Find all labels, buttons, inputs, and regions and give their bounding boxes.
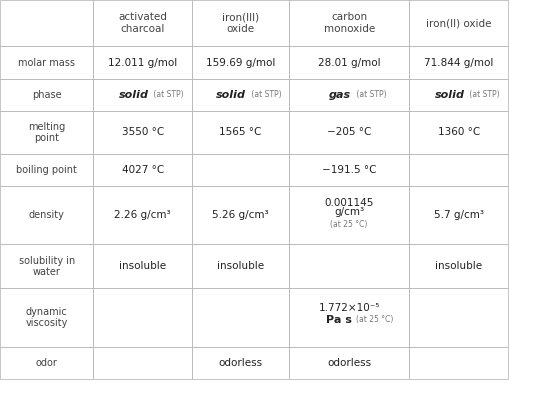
Bar [93,46,192,79]
Bar [93,288,192,347]
Text: 1360 °C: 1360 °C [438,127,480,138]
Bar [192,347,289,379]
Bar [192,79,289,111]
Bar [93,0,192,46]
Bar [0,46,93,79]
Bar [289,186,409,244]
Bar [192,0,289,46]
Text: 1.772×10⁻⁵: 1.772×10⁻⁵ [318,303,380,313]
Bar [192,186,289,244]
Bar [192,288,289,347]
Bar [289,111,409,154]
Bar [409,79,508,111]
Bar [0,154,93,186]
Text: 4027 °C: 4027 °C [122,165,164,175]
Bar [409,0,508,46]
Bar [409,154,508,186]
Bar [192,154,289,186]
Text: iron(III)
oxide: iron(III) oxide [222,13,259,34]
Text: −205 °C: −205 °C [327,127,371,138]
Bar [93,186,192,244]
Text: boiling point: boiling point [16,165,77,175]
Text: (at STP): (at STP) [249,91,282,99]
Bar [0,111,93,154]
Bar [93,154,192,186]
Text: odor: odor [36,358,58,368]
Bar [192,244,289,288]
Bar [409,46,508,79]
Bar [0,79,93,111]
Text: 3550 °C: 3550 °C [122,127,164,138]
Text: molar mass: molar mass [18,58,75,68]
Text: (at STP): (at STP) [467,91,500,99]
Text: density: density [29,210,65,220]
Text: 1565 °C: 1565 °C [219,127,262,138]
Bar [409,111,508,154]
Bar [192,46,289,79]
Text: 71.844 g/mol: 71.844 g/mol [424,58,494,68]
Text: 5.26 g/cm³: 5.26 g/cm³ [212,210,269,220]
Text: 28.01 g/mol: 28.01 g/mol [318,58,381,68]
Text: insoluble: insoluble [119,261,166,271]
Text: gas: gas [329,90,351,100]
Bar [0,244,93,288]
Text: odorless: odorless [218,358,263,368]
Bar [93,111,192,154]
Text: insoluble: insoluble [435,261,482,271]
Bar [0,0,93,46]
Text: −191.5 °C: −191.5 °C [322,165,376,175]
Bar [192,111,289,154]
Text: 159.69 g/mol: 159.69 g/mol [206,58,275,68]
Bar [289,46,409,79]
Text: (at 25 °C): (at 25 °C) [356,315,393,324]
Text: Pa s: Pa s [326,314,352,325]
Bar [409,186,508,244]
Bar [289,154,409,186]
Text: 0.001145: 0.001145 [325,197,374,208]
Text: solid: solid [434,90,465,100]
Bar [93,244,192,288]
Bar [409,347,508,379]
Bar [93,347,192,379]
Text: insoluble: insoluble [217,261,264,271]
Text: odorless: odorless [327,358,371,368]
Text: 12.011 g/mol: 12.011 g/mol [108,58,178,68]
Text: g/cm³: g/cm³ [334,207,364,217]
Text: activated
charcoal: activated charcoal [118,13,167,34]
Text: dynamic
viscosity: dynamic viscosity [26,307,68,328]
Bar [93,79,192,111]
Text: 5.7 g/cm³: 5.7 g/cm³ [434,210,484,220]
Text: solid: solid [118,90,149,100]
Text: solubility in
water: solubility in water [18,256,75,277]
Bar [289,0,409,46]
Bar [0,288,93,347]
Bar [289,347,409,379]
Text: melting
point: melting point [28,122,65,143]
Bar [409,244,508,288]
Bar [289,288,409,347]
Bar [0,186,93,244]
Bar [289,79,409,111]
Text: carbon
monoxide: carbon monoxide [324,13,375,34]
Text: (at 25 °C): (at 25 °C) [331,221,368,229]
Bar [0,347,93,379]
Text: iron(II) oxide: iron(II) oxide [426,18,491,28]
Bar [409,288,508,347]
Text: phase: phase [32,90,61,100]
Bar [289,244,409,288]
Text: 2.26 g/cm³: 2.26 g/cm³ [115,210,171,220]
Text: solid: solid [216,90,247,100]
Text: (at STP): (at STP) [354,91,387,99]
Text: (at STP): (at STP) [151,91,184,99]
